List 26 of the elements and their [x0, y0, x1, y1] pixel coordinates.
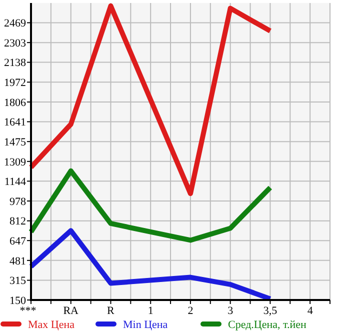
- y-tick-label: 812: [10, 216, 26, 228]
- y-tick-label: 315: [10, 275, 26, 288]
- y-tick-label: 150: [10, 294, 26, 307]
- y-tick-label: 1972: [4, 77, 26, 89]
- legend-label: Max Цена: [28, 319, 75, 331]
- y-tick-label: 2303: [4, 37, 26, 50]
- x-tick-label: 3,5: [263, 305, 278, 317]
- x-tick-label: R: [107, 305, 116, 317]
- y-tick-label: 2469: [4, 18, 26, 30]
- y-tick-label: 1144: [4, 176, 26, 188]
- y-tick-label: 1806: [4, 96, 26, 109]
- y-tick-label: 1641: [4, 116, 26, 129]
- x-tick-label: 3: [228, 305, 234, 317]
- x-tick-label: 4: [307, 305, 314, 317]
- y-tick-label: 978: [10, 196, 26, 208]
- x-tick-label: RA: [63, 305, 79, 317]
- y-tick-label: 1309: [4, 156, 26, 168]
- y-tick-label: 1475: [4, 136, 26, 148]
- x-tick-label: ***: [20, 305, 36, 317]
- legend-label: Min Цена: [123, 319, 168, 331]
- x-tick-label: 2: [188, 305, 194, 317]
- y-tick-label: 481: [10, 255, 26, 268]
- y-tick-label: 647: [10, 235, 26, 248]
- x-tick-label: 1: [148, 305, 154, 317]
- legend-label: Сред.Цена, т.йен: [228, 319, 307, 331]
- y-tick-label: 2138: [4, 57, 26, 70]
